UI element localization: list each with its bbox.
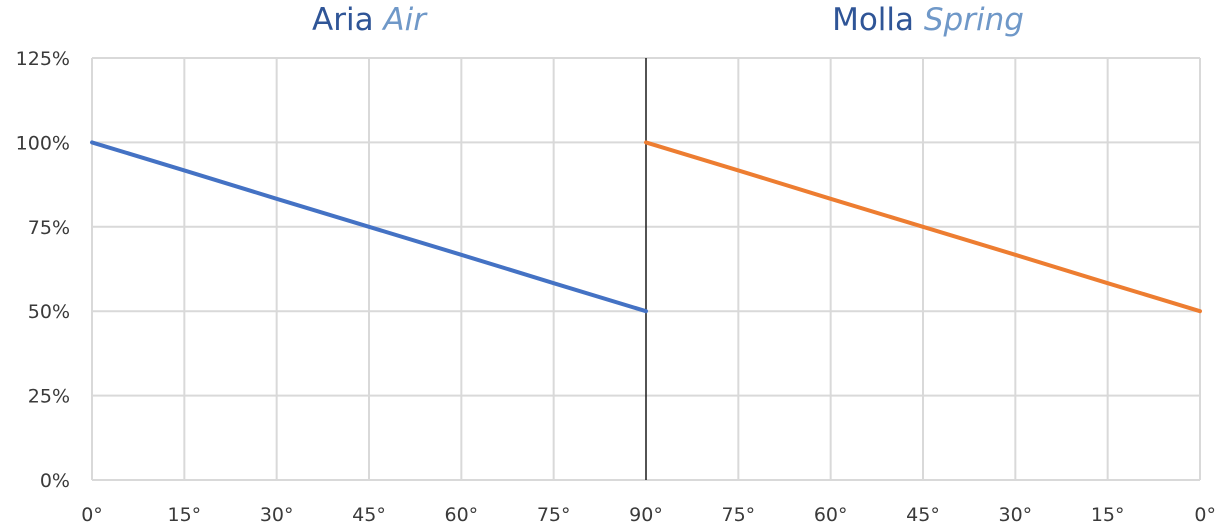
x-tick-label: 45° <box>352 504 386 526</box>
x-tick-label: 75° <box>537 504 571 526</box>
title-main-air: Aria <box>312 2 374 38</box>
title-main-spring: Molla <box>832 2 915 38</box>
x-axis-ticks: 0° 15° 30° 45° 60° 75° 90° 75° 60° 45° 30° 15° 0° <box>81 504 1216 526</box>
series-line-air <box>90 140 648 314</box>
x-tick-label: 90° <box>629 504 663 526</box>
y-tick-label: 100% <box>16 132 70 154</box>
x-tick-label: 30° <box>998 504 1032 526</box>
x-tick-label: 60° <box>444 504 478 526</box>
x-tick-label: 60° <box>814 504 848 526</box>
series-layer <box>90 140 1202 314</box>
y-tick-label: 125% <box>16 48 70 70</box>
title-sub-spring: Spring <box>923 2 1024 38</box>
x-tick-label: 0° <box>81 504 103 526</box>
title-sub-air: Air <box>383 2 426 38</box>
x-tick-label: 30° <box>260 504 294 526</box>
x-tick-label: 15° <box>1091 504 1125 526</box>
x-tick-label: 45° <box>906 504 940 526</box>
y-tick-label: 0% <box>40 470 70 492</box>
x-tick-label: 75° <box>721 504 755 526</box>
x-tick-label: 0° <box>1194 504 1216 526</box>
grid <box>91 57 1201 481</box>
chart-title-air: Aria Air <box>312 2 426 38</box>
chart-title-spring: Molla Spring <box>832 2 1024 38</box>
series-line-spring <box>644 140 1202 314</box>
y-tick-label: 25% <box>28 386 70 408</box>
y-tick-label: 50% <box>28 301 70 323</box>
x-tick-label: 15° <box>167 504 201 526</box>
y-tick-label: 75% <box>28 217 70 239</box>
y-axis-ticks: 0% 25% 50% 75% 100% 125% <box>16 48 70 492</box>
